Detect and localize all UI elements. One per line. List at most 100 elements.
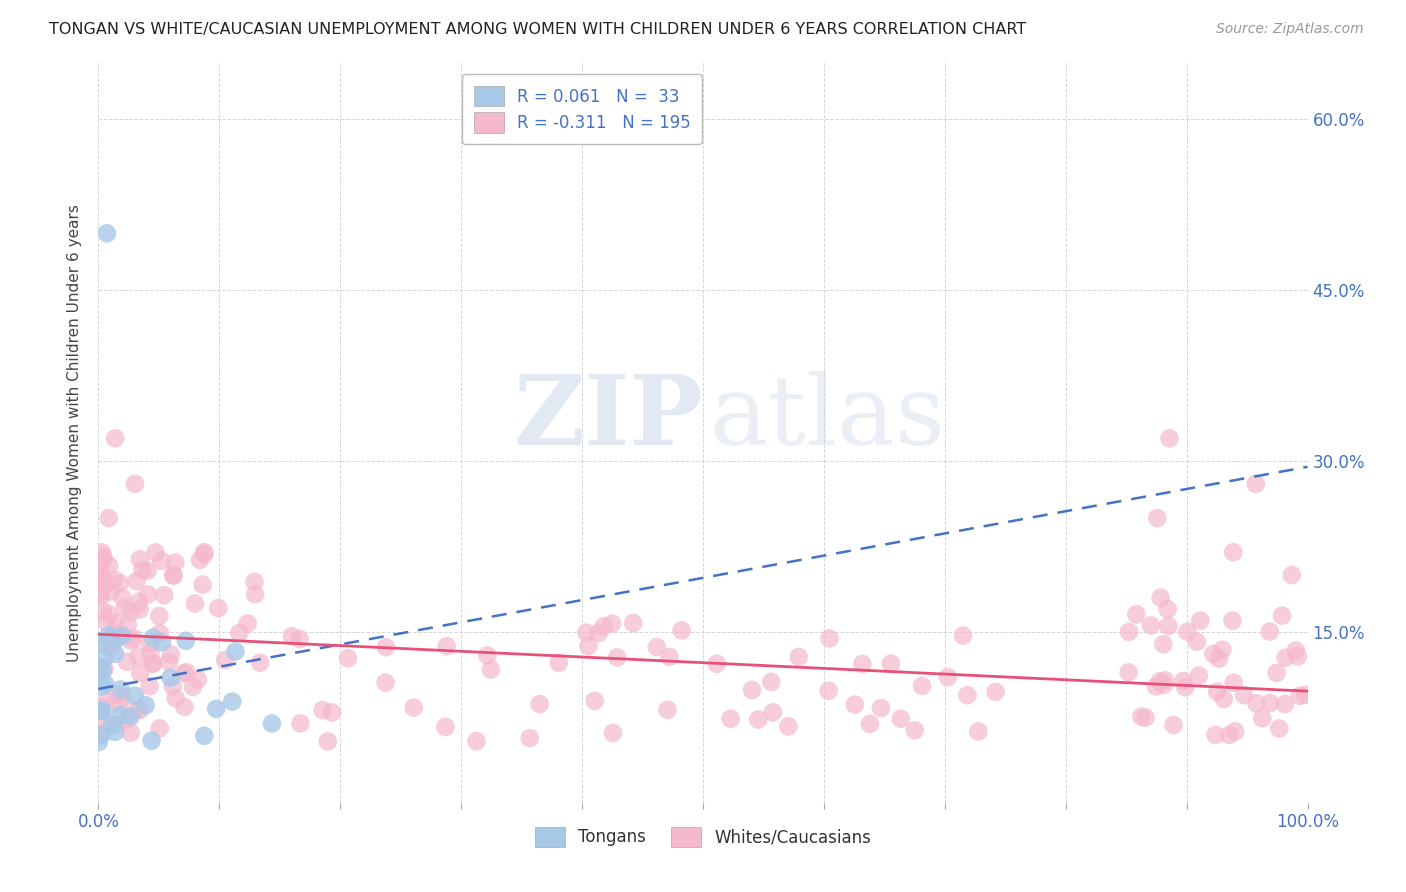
- Point: [1149, 591, 1171, 605]
- Point: [125, 574, 148, 589]
- Point: [104, 725, 127, 739]
- Point: [114, 601, 136, 615]
- Point: [89, 585, 111, 599]
- Point: [1271, 608, 1294, 623]
- Point: [91, 664, 114, 678]
- Point: [127, 703, 149, 717]
- Text: Source: ZipAtlas.com: Source: ZipAtlas.com: [1216, 22, 1364, 37]
- Point: [1258, 696, 1281, 710]
- Point: [104, 632, 127, 646]
- Point: [162, 679, 184, 693]
- Point: [243, 587, 266, 601]
- Point: [588, 626, 610, 640]
- Text: ZIP: ZIP: [513, 371, 703, 465]
- Point: [1294, 688, 1316, 702]
- Point: [606, 650, 628, 665]
- Point: [1285, 643, 1308, 657]
- Point: [111, 629, 134, 643]
- Point: [139, 637, 162, 651]
- Point: [103, 625, 125, 640]
- Point: [1233, 688, 1256, 702]
- Point: [436, 639, 458, 653]
- Point: [90, 704, 112, 718]
- Point: [136, 587, 159, 601]
- Point: [97, 628, 120, 642]
- Point: [181, 680, 204, 694]
- Point: [110, 682, 132, 697]
- Point: [1218, 728, 1240, 742]
- Point: [111, 690, 134, 704]
- Point: [761, 675, 783, 690]
- Point: [141, 733, 163, 747]
- Point: [984, 685, 1007, 699]
- Point: [1146, 511, 1168, 525]
- Point: [221, 695, 243, 709]
- Point: [122, 632, 145, 646]
- Point: [89, 727, 111, 741]
- Point: [870, 701, 893, 715]
- Point: [465, 734, 488, 748]
- Point: [1246, 696, 1268, 710]
- Point: [817, 683, 839, 698]
- Point: [1163, 718, 1185, 732]
- Point: [129, 666, 152, 681]
- Point: [281, 629, 304, 643]
- Point: [96, 615, 118, 630]
- Point: [124, 689, 146, 703]
- Point: [600, 616, 623, 631]
- Point: [90, 637, 112, 651]
- Point: [162, 568, 184, 582]
- Point: [1177, 624, 1199, 639]
- Point: [529, 697, 551, 711]
- Point: [477, 648, 499, 663]
- Point: [87, 735, 110, 749]
- Point: [89, 567, 111, 582]
- Point: [1188, 669, 1211, 683]
- Point: [1118, 665, 1140, 680]
- Point: [90, 660, 112, 674]
- Point: [91, 680, 114, 694]
- Point: [97, 511, 120, 525]
- Point: [956, 688, 979, 702]
- Text: TONGAN VS WHITE/CAUCASIAN UNEMPLOYMENT AMONG WOMEN WITH CHILDREN UNDER 6 YEARS C: TONGAN VS WHITE/CAUCASIAN UNEMPLOYMENT A…: [49, 22, 1026, 37]
- Point: [1288, 689, 1310, 703]
- Point: [1174, 680, 1197, 694]
- Point: [1205, 728, 1227, 742]
- Point: [1274, 697, 1296, 711]
- Point: [90, 557, 112, 571]
- Point: [243, 574, 266, 589]
- Point: [260, 716, 283, 731]
- Point: [173, 666, 195, 681]
- Point: [149, 626, 172, 640]
- Point: [1223, 724, 1246, 739]
- Point: [621, 615, 644, 630]
- Point: [851, 657, 873, 671]
- Point: [1274, 650, 1296, 665]
- Point: [602, 726, 624, 740]
- Point: [214, 653, 236, 667]
- Point: [104, 615, 127, 630]
- Point: [120, 725, 142, 739]
- Point: [193, 545, 215, 559]
- Point: [1185, 635, 1208, 649]
- Point: [657, 703, 679, 717]
- Point: [193, 729, 215, 743]
- Point: [1286, 649, 1309, 664]
- Point: [787, 650, 810, 665]
- Point: [188, 553, 211, 567]
- Point: [96, 227, 118, 241]
- Point: [139, 646, 162, 660]
- Point: [96, 694, 118, 708]
- Point: [576, 639, 599, 653]
- Point: [128, 602, 150, 616]
- Point: [1265, 665, 1288, 680]
- Point: [142, 657, 165, 671]
- Point: [519, 731, 541, 745]
- Point: [150, 554, 173, 568]
- Point: [165, 556, 187, 570]
- Point: [592, 619, 614, 633]
- Point: [288, 632, 311, 646]
- Point: [128, 595, 150, 609]
- Point: [90, 589, 112, 603]
- Point: [479, 663, 502, 677]
